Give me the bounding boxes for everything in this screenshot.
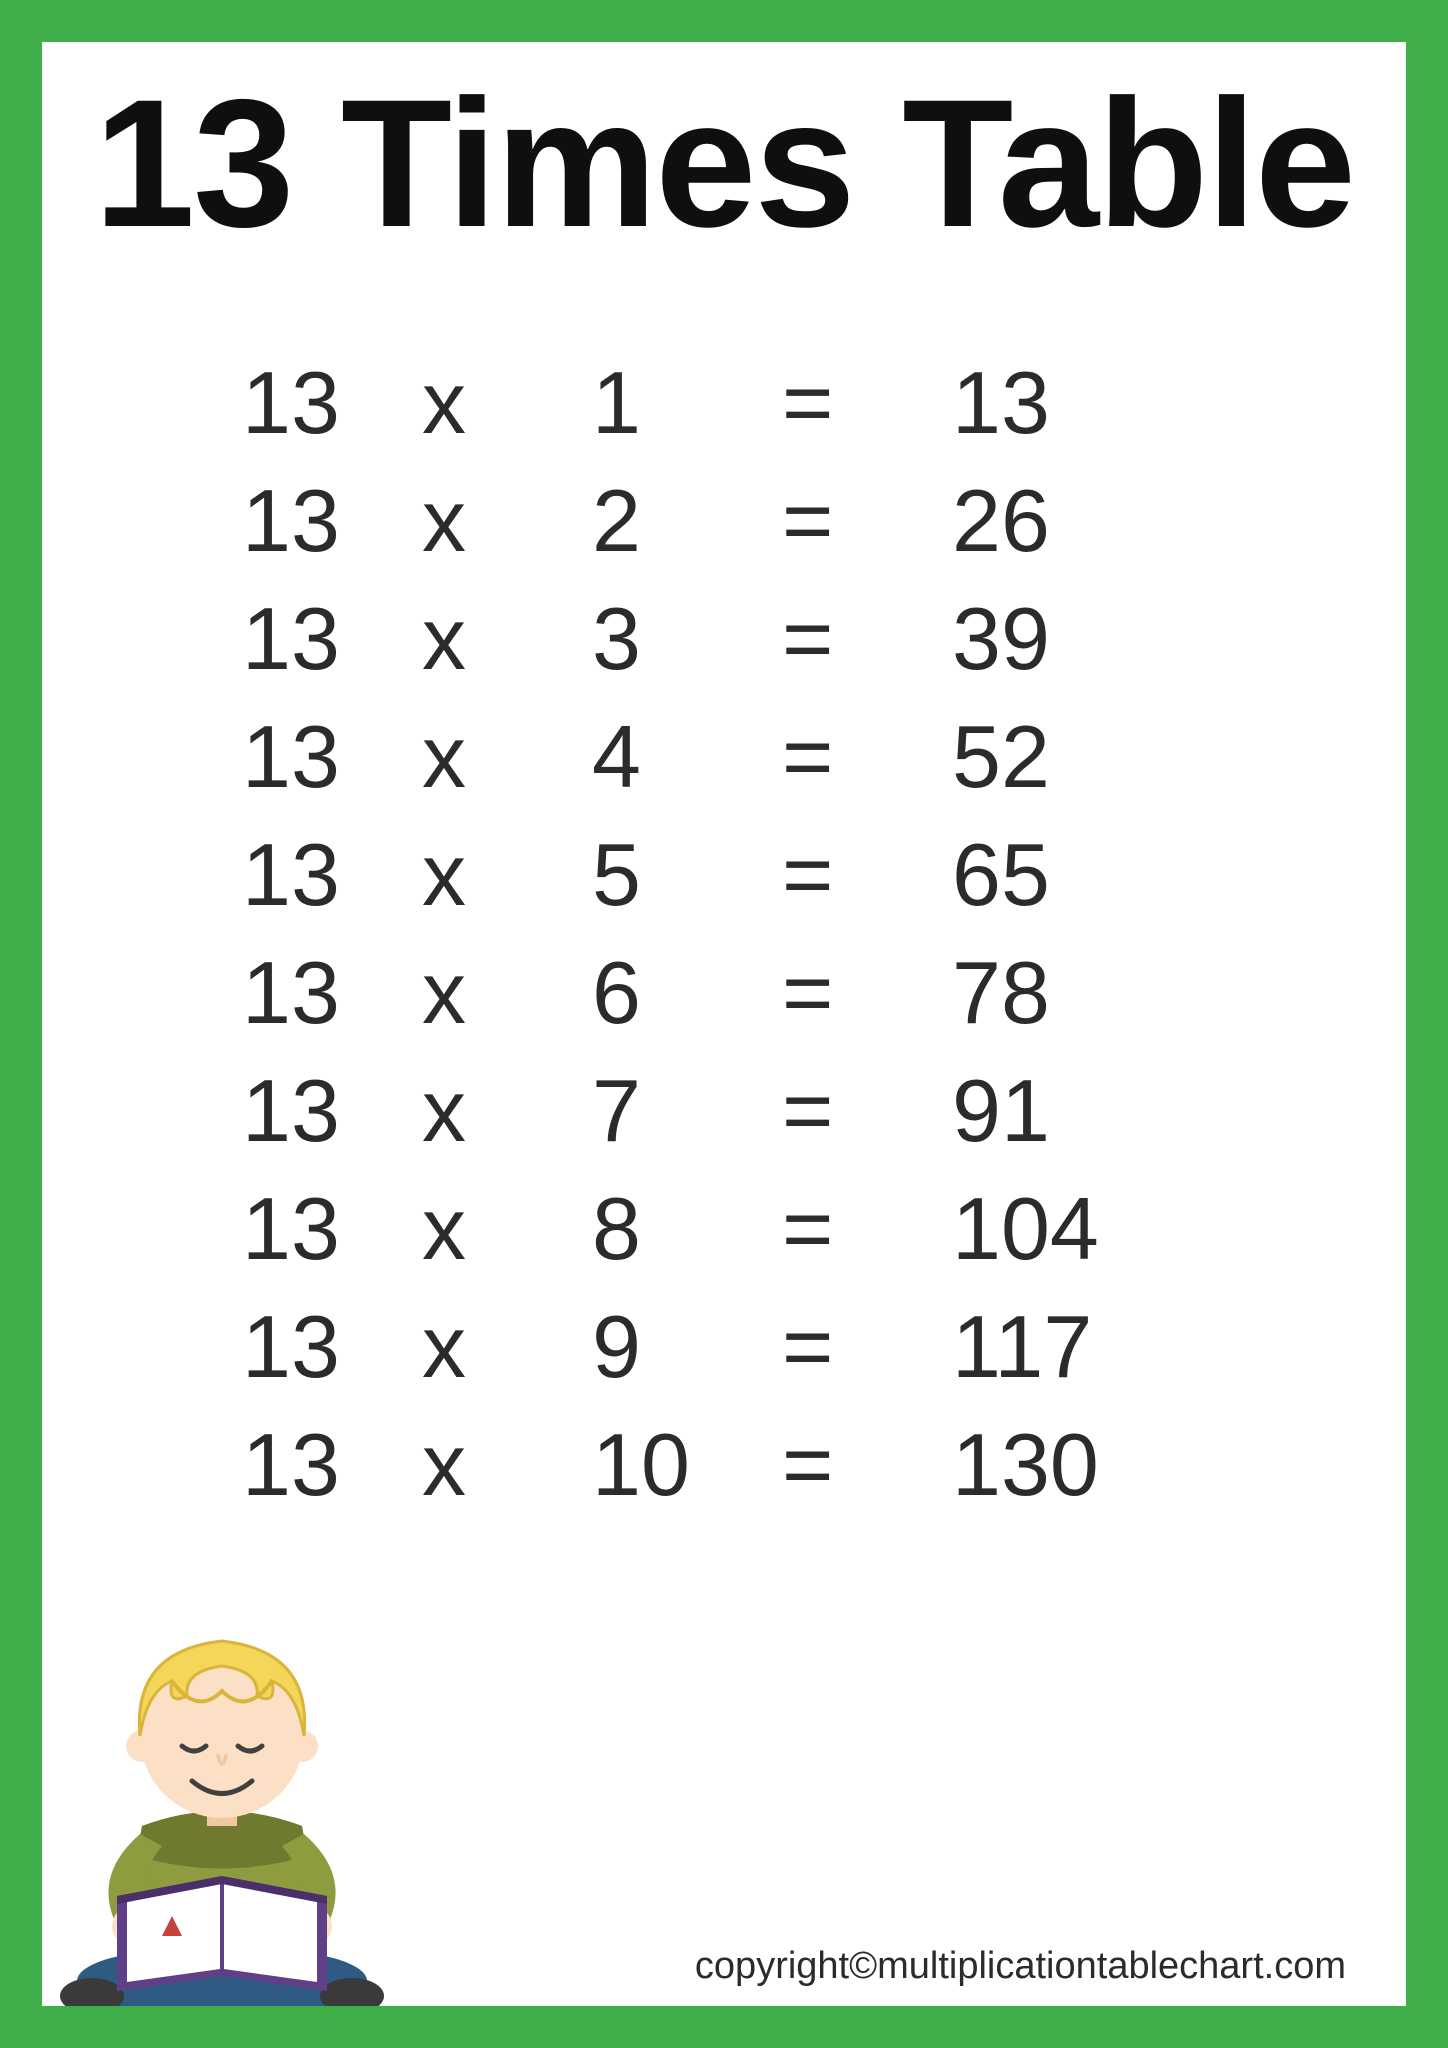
multiplicand: 13 [242, 713, 422, 801]
multiplier: 4 [592, 713, 782, 801]
equals-symbol: = [782, 831, 952, 919]
multiplier: 9 [592, 1303, 782, 1391]
table-row: 13x5=65 [242, 816, 1406, 934]
product: 104 [952, 1185, 1212, 1273]
table-row: 13x6=78 [242, 934, 1406, 1052]
multiplier: 3 [592, 595, 782, 683]
product: 117 [952, 1303, 1212, 1391]
table-row: 13x9=117 [242, 1288, 1406, 1406]
multiplicand: 13 [242, 1303, 422, 1391]
times-symbol: x [422, 713, 592, 801]
multiplier: 1 [592, 359, 782, 447]
equals-symbol: = [782, 1421, 952, 1509]
table-row: 13x1=13 [242, 344, 1406, 462]
multiplicand: 13 [242, 595, 422, 683]
times-symbol: x [422, 1421, 592, 1509]
times-symbol: x [422, 1185, 592, 1273]
table-row: 13x2=26 [242, 462, 1406, 580]
product: 52 [952, 713, 1212, 801]
table-row: 13x10=130 [242, 1406, 1406, 1524]
multiplier: 6 [592, 949, 782, 1037]
multiplicand: 13 [242, 1185, 422, 1273]
times-table: 13x1=1313x2=2613x3=3913x4=5213x5=6513x6=… [42, 344, 1406, 1524]
table-row: 13x3=39 [242, 580, 1406, 698]
product: 65 [952, 831, 1212, 919]
multiplier: 2 [592, 477, 782, 565]
equals-symbol: = [782, 713, 952, 801]
times-symbol: x [422, 1067, 592, 1155]
equals-symbol: = [782, 359, 952, 447]
multiplicand: 13 [242, 1067, 422, 1155]
multiplicand: 13 [242, 831, 422, 919]
page-title: 13 Times Table [42, 42, 1406, 254]
times-symbol: x [422, 359, 592, 447]
equals-symbol: = [782, 1303, 952, 1391]
times-symbol: x [422, 477, 592, 565]
multiplier: 10 [592, 1421, 782, 1509]
table-row: 13x4=52 [242, 698, 1406, 816]
product: 39 [952, 595, 1212, 683]
product: 130 [952, 1421, 1212, 1509]
equals-symbol: = [782, 477, 952, 565]
poster-frame: 13 Times Table 13x1=1313x2=2613x3=3913x4… [0, 0, 1448, 2048]
multiplier: 5 [592, 831, 782, 919]
multiplicand: 13 [242, 1421, 422, 1509]
table-row: 13x8=104 [242, 1170, 1406, 1288]
child-reading-illustration [22, 1596, 422, 2016]
product: 13 [952, 359, 1212, 447]
equals-symbol: = [782, 595, 952, 683]
product: 26 [952, 477, 1212, 565]
times-symbol: x [422, 949, 592, 1037]
multiplier: 7 [592, 1067, 782, 1155]
times-symbol: x [422, 1303, 592, 1391]
multiplier: 8 [592, 1185, 782, 1273]
multiplicand: 13 [242, 477, 422, 565]
equals-symbol: = [782, 1067, 952, 1155]
copyright-text: copyright©multiplicationtablechart.com [695, 1945, 1346, 1988]
equals-symbol: = [782, 1185, 952, 1273]
times-symbol: x [422, 831, 592, 919]
product: 91 [952, 1067, 1212, 1155]
product: 78 [952, 949, 1212, 1037]
times-symbol: x [422, 595, 592, 683]
multiplicand: 13 [242, 949, 422, 1037]
table-row: 13x7=91 [242, 1052, 1406, 1170]
equals-symbol: = [782, 949, 952, 1037]
multiplicand: 13 [242, 359, 422, 447]
